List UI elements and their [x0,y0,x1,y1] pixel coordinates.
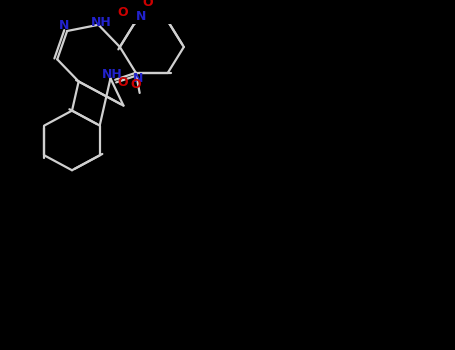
Text: O: O [130,78,141,91]
Text: N: N [136,10,146,23]
Text: N: N [59,19,69,32]
Text: N: N [133,72,143,85]
Text: O: O [118,6,128,19]
Text: NH: NH [102,68,123,81]
Text: NH: NH [91,15,112,28]
Text: O: O [142,0,153,9]
Text: O: O [118,76,128,89]
